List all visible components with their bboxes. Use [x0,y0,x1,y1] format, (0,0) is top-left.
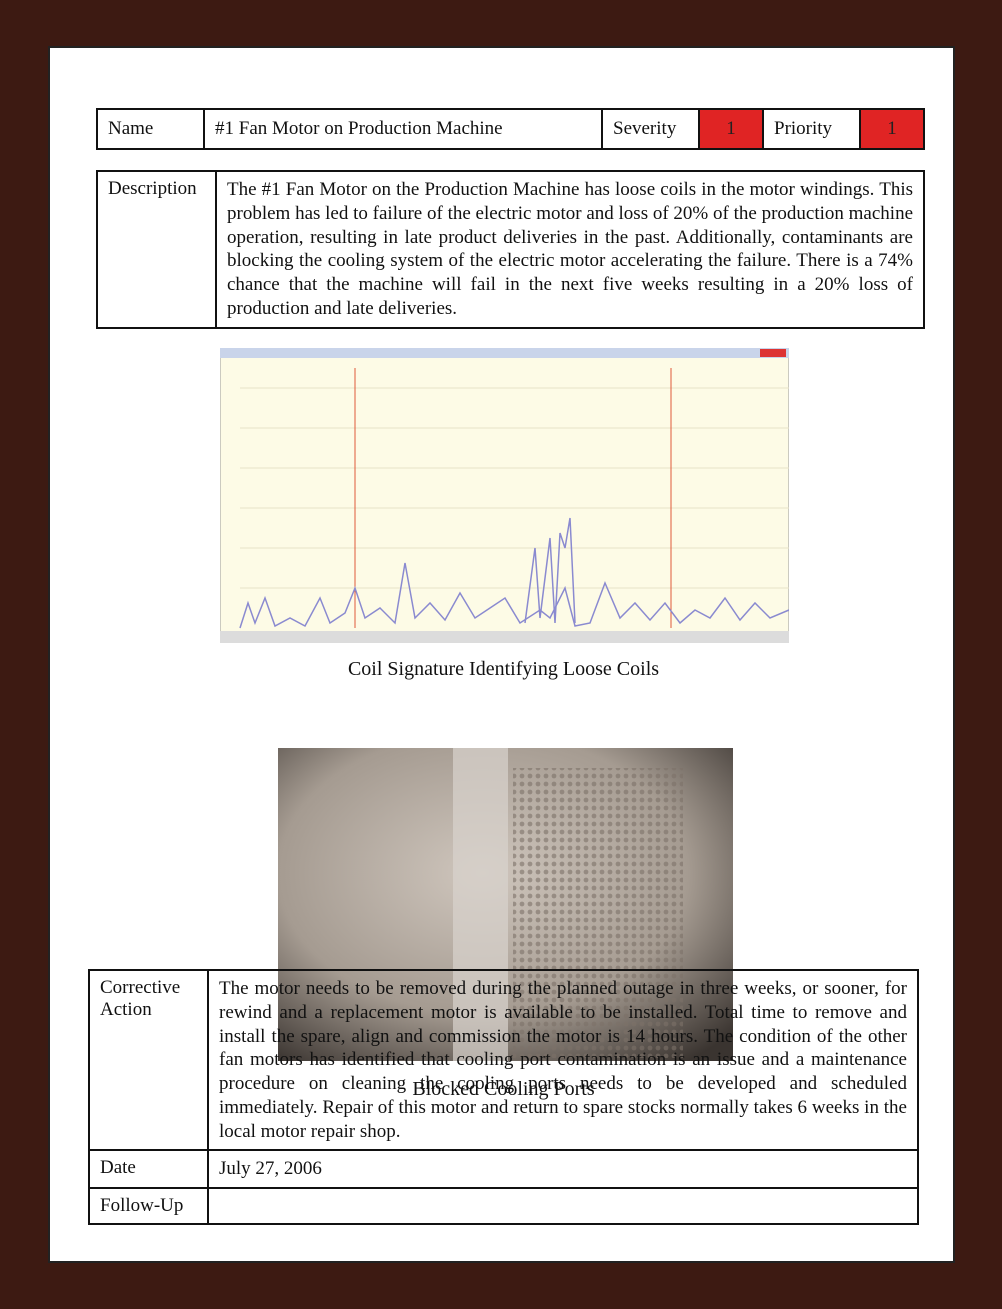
row-value [208,1188,918,1224]
label: Description [97,171,216,328]
priority: 1 [860,109,924,149]
row-value: July 27, 2006 [208,1150,918,1188]
table-row: Follow-Up [89,1188,918,1224]
row-label: Date [89,1150,208,1188]
description: The #1 Fan Motor on the Production Machi… [216,171,924,328]
figure-caption: Coil Signature Identifying Loose Coils [50,658,957,681]
page-frame: {"header":{"name_label":"Name","name":"#… [0,0,1002,1309]
label: Severity [602,109,699,149]
severity: 1 [699,109,763,149]
row-value: The motor needs to be removed during the… [208,970,918,1150]
name: #1 Fan Motor on Production Machine [204,109,602,149]
header-table: Name #1 Fan Motor on Production Machine … [96,108,925,150]
label: Priority [763,109,860,149]
description-table: Description The #1 Fan Motor on the Prod… [96,170,925,329]
document-page: Name #1 Fan Motor on Production Machine … [48,46,955,1263]
row-label: Corrective Action [89,970,208,1150]
spectrum-image [220,348,789,643]
label: Name [97,109,204,149]
row-label: Follow-Up [89,1188,208,1224]
